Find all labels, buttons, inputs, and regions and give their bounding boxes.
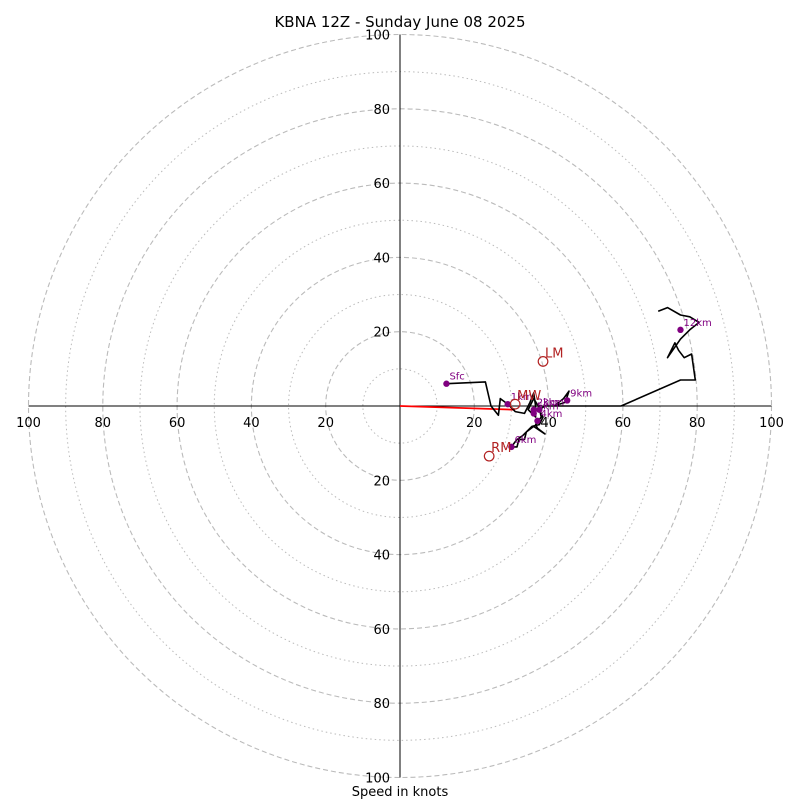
y-tick-bottom: 100 <box>365 772 390 787</box>
storm-motion-label: RM <box>491 441 511 456</box>
y-tick-top: 40 <box>373 251 390 266</box>
hodograph-trace <box>446 306 700 448</box>
storm-motion-layer: LM MW RM <box>483 346 563 462</box>
height-marker-1km <box>504 400 511 408</box>
x-tick-left: 20 <box>317 416 334 431</box>
height-marker-sfc <box>443 380 450 387</box>
tick-labels: 20 20 20 20 40 40 40 40 60 60 60 60 80 80 80 80 100 100 10… <box>16 29 784 787</box>
height-marker-6km <box>508 443 515 451</box>
height-marker-12km <box>677 326 684 334</box>
storm-motion-label: LM <box>545 346 563 361</box>
height-marker-label: 3km <box>542 398 564 409</box>
storm-motion-label: MW <box>517 389 541 404</box>
chart-title: KBNA 12Z - Sunday June 08 2025 <box>274 13 525 31</box>
x-tick-right: 40 <box>540 416 557 431</box>
y-tick-top: 60 <box>373 177 390 192</box>
height-marker-4km <box>534 417 541 425</box>
x-tick-right: 80 <box>689 416 706 431</box>
storm-motion-rm <box>483 450 495 462</box>
y-tick-top: 80 <box>373 103 390 118</box>
height-marker-5km <box>530 410 537 417</box>
x-tick-left: 60 <box>169 416 186 431</box>
storm-motion-lm <box>537 356 549 367</box>
x-tick-right: 20 <box>466 416 483 431</box>
y-tick-bottom: 80 <box>373 697 390 712</box>
x-tick-left: 40 <box>243 416 260 431</box>
y-tick-top: 100 <box>365 29 390 44</box>
height-marker-label: 1km <box>511 392 533 403</box>
x-tick-right: 100 <box>759 416 784 431</box>
height-marker-label: 2km <box>537 398 559 409</box>
shear-vector <box>399 405 516 411</box>
hodograph-trace-layer <box>446 306 700 448</box>
height-marker-label: 4km <box>540 409 562 420</box>
height-marker-label: 5km <box>537 401 559 412</box>
x-tick-left: 100 <box>16 416 41 431</box>
height-marker-label: 12km <box>683 318 711 329</box>
x-tick-right: 60 <box>615 416 632 431</box>
height-marker-9km <box>563 397 571 404</box>
x-tick-left: 80 <box>95 416 112 431</box>
y-tick-top: 20 <box>373 326 390 341</box>
storm-motion-mw <box>509 398 521 410</box>
height-marker-label: Sfc <box>449 372 464 383</box>
height-marker-label: 6km <box>514 435 536 446</box>
y-tick-bottom: 60 <box>373 623 390 638</box>
height-marker-3km <box>536 406 543 413</box>
y-tick-bottom: 40 <box>373 549 390 564</box>
y-tick-bottom: 20 <box>373 474 390 489</box>
shear-vector-layer <box>399 405 516 411</box>
x-axis-label: Speed in knots <box>352 785 449 800</box>
height-marker-label: 9km <box>570 388 592 399</box>
